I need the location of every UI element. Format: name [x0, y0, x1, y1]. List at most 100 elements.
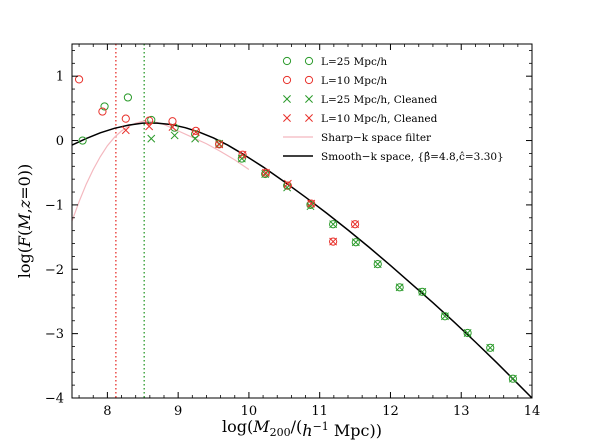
series-4-point-3 — [168, 123, 177, 131]
series-4-point-3-stroke-b — [168, 123, 177, 131]
series-4-point-8 — [283, 179, 292, 188]
series-1-point-2 — [100, 102, 109, 111]
series-3-point-17 — [508, 374, 517, 383]
series-1-point-17 — [440, 312, 450, 321]
legend-marker-b-3-stroke-b — [305, 95, 313, 103]
series-3-point-10 — [351, 238, 360, 247]
series-3-point-3 — [191, 134, 200, 143]
series-1-point-14 — [373, 260, 382, 269]
series-2-point-6 — [191, 126, 200, 135]
series-3-point-15 — [463, 329, 472, 337]
series-3-point-14 — [441, 312, 449, 321]
series-2-point-4 — [145, 116, 154, 125]
series-3-point-2 — [170, 131, 179, 140]
legend-item-2: L=10 Mpc/h — [282, 75, 387, 87]
legend-marker-a-1 — [282, 56, 292, 66]
y-tick-label-6: −4 — [45, 392, 64, 407]
series-4-point-10-stroke-b — [329, 237, 338, 246]
series-4-point-6 — [238, 150, 247, 159]
plot-area — [72, 44, 532, 398]
series-4-point-9-stroke-b — [307, 199, 316, 208]
legend-marker-a-3-stroke-b — [283, 95, 291, 103]
series-line-6 — [72, 122, 532, 398]
series-4-point-6-stroke-b — [238, 150, 247, 159]
legend-label-3: L=25 Mpc/h, Cleaned — [321, 94, 438, 106]
legend-marker-a-2 — [282, 75, 292, 85]
legend: L=25 Mpc/h L=10 Mpc/h L=25 Mpc/h, Cleaned L… — [282, 56, 504, 163]
series-1-point-11 — [306, 200, 315, 210]
legend-label-4: L=10 Mpc/h, Cleaned — [321, 113, 438, 125]
series-3-point-14-stroke-b — [441, 312, 449, 321]
legend-marker-a-4 — [283, 114, 291, 122]
series-1-point-19 — [486, 343, 495, 352]
series-4-point-11 — [351, 220, 360, 229]
series-2-point-3 — [121, 114, 130, 123]
series-3-point-16-stroke-b — [486, 343, 495, 352]
series-3-point-17-stroke-b — [508, 374, 517, 383]
x-tick-label-5: 12 — [382, 404, 399, 419]
y-tick-label-1: 1 — [56, 70, 64, 85]
series-1-point-18 — [463, 328, 472, 338]
x-tick-label-7: 14 — [524, 404, 541, 419]
legend-item-6: Smooth−k space, {β̂=4.8,ĉ=3.30} — [283, 151, 504, 163]
series-3-point-13 — [418, 287, 427, 296]
series-4-point-10 — [329, 237, 338, 246]
legend-item-1: L=25 Mpc/h — [282, 56, 387, 68]
series-4-point-7-stroke-b — [261, 168, 270, 177]
y-tick-label-4: −2 — [45, 263, 64, 278]
series-3-point-12-stroke-b — [395, 283, 404, 292]
x-tick-label-4: 11 — [311, 404, 328, 419]
series-4-point-7 — [261, 168, 270, 177]
series-3-point-15-stroke-b — [463, 329, 472, 337]
series-1-point-3 — [123, 93, 133, 102]
series-4-point-1 — [121, 126, 130, 135]
x-tick-label-1: 8 — [103, 404, 111, 419]
series-2-point-7 — [215, 140, 224, 149]
series-4-point-1-stroke-b — [121, 126, 130, 135]
series-3-point-11-stroke-b — [373, 260, 382, 269]
series-3-point-9 — [329, 220, 338, 229]
series-2-point-9 — [261, 168, 271, 177]
series-line-5 — [72, 120, 250, 222]
y-tick-label-3: −1 — [45, 198, 64, 213]
series-4-point-11-stroke-b — [351, 220, 360, 229]
series-1-point-12 — [329, 220, 338, 229]
x-tick-label-3: 10 — [241, 404, 258, 419]
x-tick-label-2: 9 — [174, 404, 182, 419]
legend-item-5: Sharp−k space filter — [283, 132, 432, 144]
series-4-point-8-stroke-b — [283, 179, 292, 188]
series-4-point-4-stroke-b — [191, 128, 200, 137]
series-1-point-1 — [78, 136, 87, 145]
legend-marker-a-4-stroke-b — [283, 114, 291, 122]
series-3-point-1-stroke-b — [147, 134, 156, 143]
series-2-point-5 — [168, 117, 177, 126]
series-4-point-5-stroke-b — [215, 140, 224, 149]
series-3-point-9-stroke-b — [329, 220, 338, 229]
legend-item-3: L=25 Mpc/h, Cleaned — [283, 94, 438, 106]
series-3-point-11 — [373, 260, 382, 269]
series-2-point-1 — [74, 75, 84, 84]
series-3-point-8 — [306, 202, 315, 211]
legend-marker-a-3 — [283, 95, 291, 103]
series-3-point-1 — [147, 134, 156, 143]
y-tick-label-5: −3 — [45, 327, 64, 342]
series-1-point-15 — [395, 283, 404, 292]
series-4-point-5 — [215, 140, 224, 149]
y-tick-label-2: 0 — [56, 134, 64, 149]
plot-frame — [71, 43, 533, 399]
legend-marker-b-4-stroke-b — [305, 114, 313, 122]
series-3-point-12 — [395, 283, 404, 292]
series-3-point-3-stroke-b — [191, 134, 200, 143]
series-3-point-10-stroke-b — [351, 238, 360, 247]
legend-marker-b-1 — [304, 56, 314, 66]
y-axis-title: log(F(M,z=0)) — [15, 164, 34, 279]
legend-label-6: Smooth−k space, {β̂=4.8,ĉ=3.30} — [321, 151, 504, 163]
series-1-point-16 — [418, 287, 427, 296]
series-2-point-10 — [283, 181, 292, 190]
series-4-point-2 — [145, 122, 154, 131]
legend-label-2: L=10 Mpc/h — [321, 75, 387, 87]
series-1-point-13 — [351, 238, 360, 247]
legend-marker-b-4 — [305, 114, 313, 122]
